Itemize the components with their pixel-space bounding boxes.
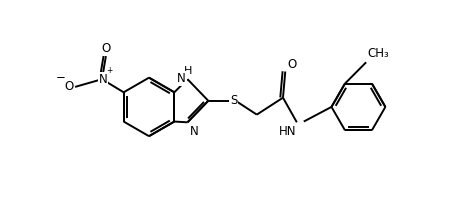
Text: −: − bbox=[56, 71, 66, 84]
Text: N: N bbox=[189, 125, 198, 138]
Text: N: N bbox=[177, 72, 186, 85]
Text: S: S bbox=[229, 94, 237, 107]
Text: O: O bbox=[101, 42, 110, 55]
Text: O: O bbox=[64, 80, 73, 93]
Text: H: H bbox=[184, 66, 192, 76]
Text: +: + bbox=[106, 66, 112, 75]
Text: O: O bbox=[287, 58, 296, 71]
Text: HN: HN bbox=[278, 125, 295, 138]
Text: N: N bbox=[98, 73, 107, 86]
Text: CH₃: CH₃ bbox=[367, 47, 389, 60]
